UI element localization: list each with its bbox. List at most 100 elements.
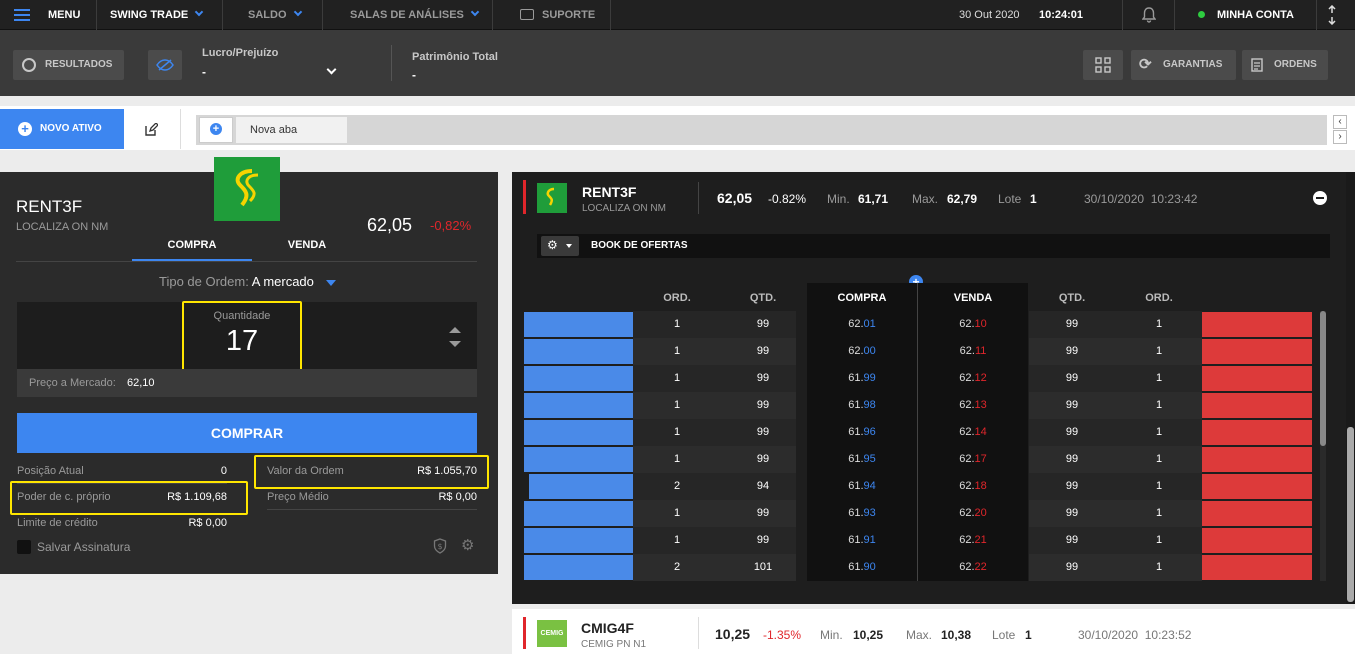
spread-divider xyxy=(917,283,918,581)
shield-dollar-icon[interactable]: $ xyxy=(433,538,447,554)
novo-ativo-button[interactable]: + NOVO ATIVO xyxy=(0,109,124,149)
cell-ord-buy: 1 xyxy=(673,453,681,465)
cell-buy-price[interactable]: 62.00 xyxy=(848,345,876,357)
cell-sell-price[interactable]: 62.18 xyxy=(959,480,987,492)
chevron-down-icon xyxy=(470,7,480,17)
cell-ord-sell: 1 xyxy=(1155,345,1163,357)
add-tab-button[interactable]: + xyxy=(199,117,233,143)
book-settings-button[interactable]: ⚙ xyxy=(541,236,579,256)
suporte-button[interactable]: SUPORTE xyxy=(520,0,595,30)
resultados-button[interactable]: RESULTADOS xyxy=(13,50,124,80)
divider xyxy=(1316,0,1317,30)
buy-depth-bar xyxy=(529,474,633,499)
ordens-button[interactable]: ORDENS xyxy=(1242,50,1328,80)
cell-buy-price[interactable]: 62.01 xyxy=(848,318,876,330)
venda-header-bg xyxy=(918,283,1028,311)
gear-icon: ⚙ xyxy=(547,238,558,252)
row-background xyxy=(633,554,796,581)
hamburger-menu-icon[interactable] xyxy=(14,9,30,21)
divider xyxy=(698,182,699,214)
sell-depth-bar xyxy=(1202,528,1312,553)
bell-icon[interactable] xyxy=(1141,7,1157,23)
order-type-value: A mercado xyxy=(251,274,314,289)
layout-grid-button[interactable] xyxy=(1083,50,1123,80)
cell-qtd-buy: 99 xyxy=(756,399,770,411)
salvar-assinatura-checkbox[interactable] xyxy=(17,540,31,554)
page-scrollbar-thumb[interactable] xyxy=(1347,427,1354,602)
buy-depth-bar xyxy=(524,528,633,553)
cell-sell-price[interactable]: 62.17 xyxy=(959,453,987,465)
cell-sell-price[interactable]: 62.11 xyxy=(959,345,987,357)
preco-medio-label: Preço Médio xyxy=(267,491,329,503)
lucro-chevron-down-icon[interactable] xyxy=(326,64,337,75)
quantity-input[interactable]: 17 xyxy=(225,325,259,357)
cell-qtd-sell: 99 xyxy=(1065,399,1079,411)
minha-conta-button[interactable]: MINHA CONTA xyxy=(1217,9,1294,21)
cell-sell-price[interactable]: 62.12 xyxy=(959,372,987,384)
tab-nova-aba[interactable]: Nova aba xyxy=(236,117,347,143)
quantity-box[interactable] xyxy=(17,302,477,369)
quantity-increment-icon[interactable] xyxy=(449,327,461,333)
gear-icon[interactable]: ⚙ xyxy=(461,537,475,554)
salas-label: SALAS DE ANÁLISES xyxy=(350,9,464,21)
menu-button[interactable]: MENU xyxy=(48,9,81,21)
collapse-minus-icon[interactable] xyxy=(1313,191,1327,205)
scroll-right-button[interactable]: › xyxy=(1333,130,1347,144)
book-toolbar xyxy=(537,234,1330,258)
cell-buy-price[interactable]: 61.94 xyxy=(848,480,876,492)
trade-mode-dropdown[interactable]: SWING TRADE xyxy=(110,0,204,30)
cell-buy-price[interactable]: 61.95 xyxy=(848,453,876,465)
cell-buy-price[interactable]: 61.90 xyxy=(848,561,876,573)
cell-buy-price[interactable]: 61.91 xyxy=(848,534,876,546)
salas-analises-dropdown[interactable]: SALAS DE ANÁLISES xyxy=(350,0,480,30)
cell-ord-sell: 1 xyxy=(1155,453,1163,465)
cell-qtd-sell: 99 xyxy=(1065,318,1079,330)
cell-sell-price[interactable]: 62.10 xyxy=(959,318,987,330)
cell-buy-price[interactable]: 61.99 xyxy=(848,372,876,384)
compra-column-bg xyxy=(807,311,917,581)
online-status-dot xyxy=(1198,11,1205,18)
cell-qtd-buy: 99 xyxy=(756,318,770,330)
edit-icon[interactable] xyxy=(145,122,159,136)
cell-sell-price[interactable]: 62.13 xyxy=(959,399,987,411)
sell-depth-bar xyxy=(1202,447,1312,472)
cell-sell-price[interactable]: 62.20 xyxy=(959,507,987,519)
date-display: 30 Out 2020 xyxy=(959,9,1020,21)
cell-qtd-sell: 99 xyxy=(1065,426,1079,438)
swap-arrows-icon[interactable] xyxy=(1327,4,1337,26)
cell-sell-price[interactable]: 62.14 xyxy=(959,426,987,438)
cell-ord-buy: 1 xyxy=(673,507,681,519)
account-summary-bar: RESULTADOS Lucro/Prejuízo - Patrimônio T… xyxy=(0,30,1355,96)
header-compra: COMPRA xyxy=(837,292,887,304)
garantias-button[interactable]: ⟳ GARANTIAS xyxy=(1131,50,1236,80)
book-company-logo xyxy=(537,183,567,213)
asset-strip-cmig[interactable]: CEMIG CMIG4F CEMIG PN N1 10,25 -1.35% Mi… xyxy=(512,609,1355,654)
cell-buy-price[interactable]: 61.96 xyxy=(848,426,876,438)
divider xyxy=(322,0,323,30)
row-background xyxy=(1029,311,1202,338)
cell-ord-buy: 1 xyxy=(673,372,681,384)
market-price-label: Preço a Mercado: xyxy=(29,377,116,389)
company-name: LOCALIZA ON NM xyxy=(16,221,109,233)
toggle-visibility-button[interactable] xyxy=(148,50,182,80)
tab-compra[interactable]: COMPRA xyxy=(132,239,252,262)
preco-medio-value: R$ 0,00 xyxy=(438,491,477,503)
book-scrollbar-thumb[interactable] xyxy=(1320,311,1326,446)
header-qtd-sell: QTD. xyxy=(1058,292,1086,304)
eye-hidden-icon xyxy=(156,59,174,71)
scroll-left-button[interactable]: ‹ xyxy=(1333,115,1347,129)
quantity-decrement-icon[interactable] xyxy=(449,341,461,347)
cell-sell-price[interactable]: 62.21 xyxy=(959,534,987,546)
active-indicator xyxy=(523,617,526,649)
comprar-button[interactable]: COMPRAR xyxy=(17,413,477,453)
order-type-selector[interactable]: Tipo de Ordem: A mercado xyxy=(159,274,336,289)
cell-sell-price[interactable]: 62.22 xyxy=(959,561,987,573)
cell-buy-price[interactable]: 61.93 xyxy=(848,507,876,519)
cell-buy-price[interactable]: 61.98 xyxy=(848,399,876,411)
chat-icon xyxy=(520,8,534,20)
tab-venda[interactable]: VENDA xyxy=(287,239,327,251)
saldo-dropdown[interactable]: SALDO xyxy=(248,0,302,30)
lucro-value: - xyxy=(202,65,206,79)
cell-qtd-buy: 94 xyxy=(756,480,770,492)
buy-depth-bar xyxy=(524,420,633,445)
